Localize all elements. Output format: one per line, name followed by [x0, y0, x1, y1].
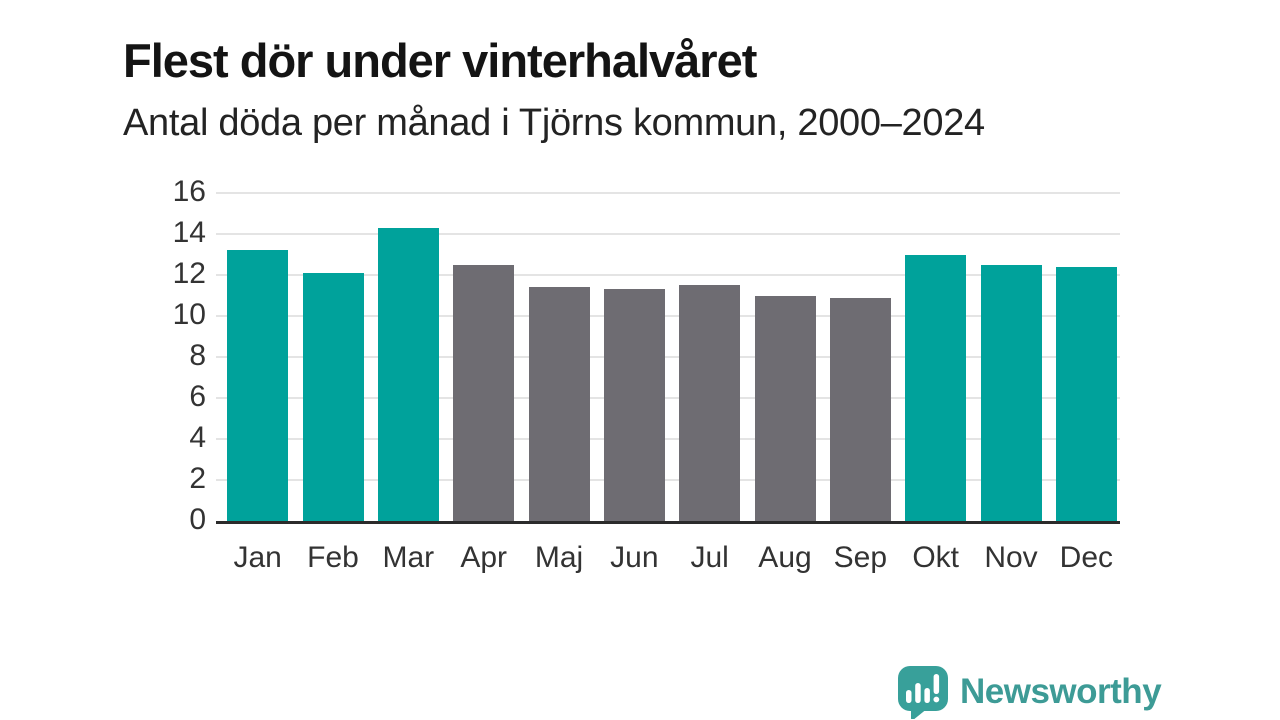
bar-dec	[1055, 266, 1117, 521]
bar-jul	[679, 285, 741, 521]
gridline-y12	[216, 274, 1120, 276]
newsworthy-speech-bubble-icon	[898, 666, 948, 719]
gridline-y6	[216, 397, 1120, 399]
bar-mar	[377, 227, 439, 521]
y-tick-label-10: 10	[172, 298, 206, 331]
x-tick-label-jan: Jan	[233, 541, 282, 574]
gridline-y16	[216, 192, 1120, 194]
y-tick-label-16: 16	[172, 175, 206, 208]
gridline-y8	[216, 356, 1120, 358]
x-tick-label-sep: Sep	[833, 541, 888, 574]
x-tick-label-dec: Dec	[1059, 541, 1114, 574]
bar-aug	[754, 295, 816, 521]
y-axis: 0 2 4 6 8 10 12 14 16	[110, 177, 206, 535]
y-tick-label-8: 8	[189, 339, 206, 372]
newsworthy-logo: Newsworthy	[897, 664, 1162, 720]
x-tick-label-okt: Okt	[912, 541, 959, 574]
chart-subtitle: Antal döda per månad i Tjörns kommun, 20…	[123, 102, 985, 144]
y-tick-label-2: 2	[189, 462, 206, 495]
x-tick-label-jul: Jul	[690, 541, 729, 574]
gridline-y2	[216, 479, 1120, 481]
x-tick-label-maj: Maj	[534, 541, 584, 574]
y-tick-label-12: 12	[172, 257, 206, 290]
y-tick-label-4: 4	[189, 421, 206, 454]
bar-sep	[829, 297, 891, 521]
bar-feb	[302, 272, 364, 521]
y-tick-label-6: 6	[189, 380, 206, 413]
bar-nov	[980, 264, 1042, 521]
plot-area	[216, 192, 1120, 524]
gridline-y10	[216, 315, 1120, 317]
gridline-y4	[216, 438, 1120, 440]
x-tick-label-feb: Feb	[307, 541, 359, 574]
x-tick-label-nov: Nov	[984, 541, 1038, 574]
bar-maj	[528, 287, 590, 521]
bar-jan	[227, 250, 289, 521]
y-tick-label-14: 14	[172, 216, 206, 249]
x-tick-label-apr: Apr	[460, 541, 507, 574]
gridline-y14	[216, 233, 1120, 235]
x-axis: Jan Feb Mar Apr Maj Jun Jul Aug Sep Okt Nov Dec	[216, 540, 1120, 580]
x-tick-label-jun: Jun	[610, 541, 659, 574]
newsworthy-wordmark: Newsworthy	[960, 672, 1162, 711]
y-tick-label-0: 0	[189, 503, 206, 536]
chart-title: Flest dör under vinterhalvåret	[123, 34, 757, 88]
bar-jun	[603, 289, 665, 521]
bar-okt	[905, 254, 967, 521]
x-tick-label-mar: Mar	[382, 541, 435, 574]
x-tick-label-aug: Aug	[758, 541, 812, 574]
bar-apr	[453, 264, 515, 521]
